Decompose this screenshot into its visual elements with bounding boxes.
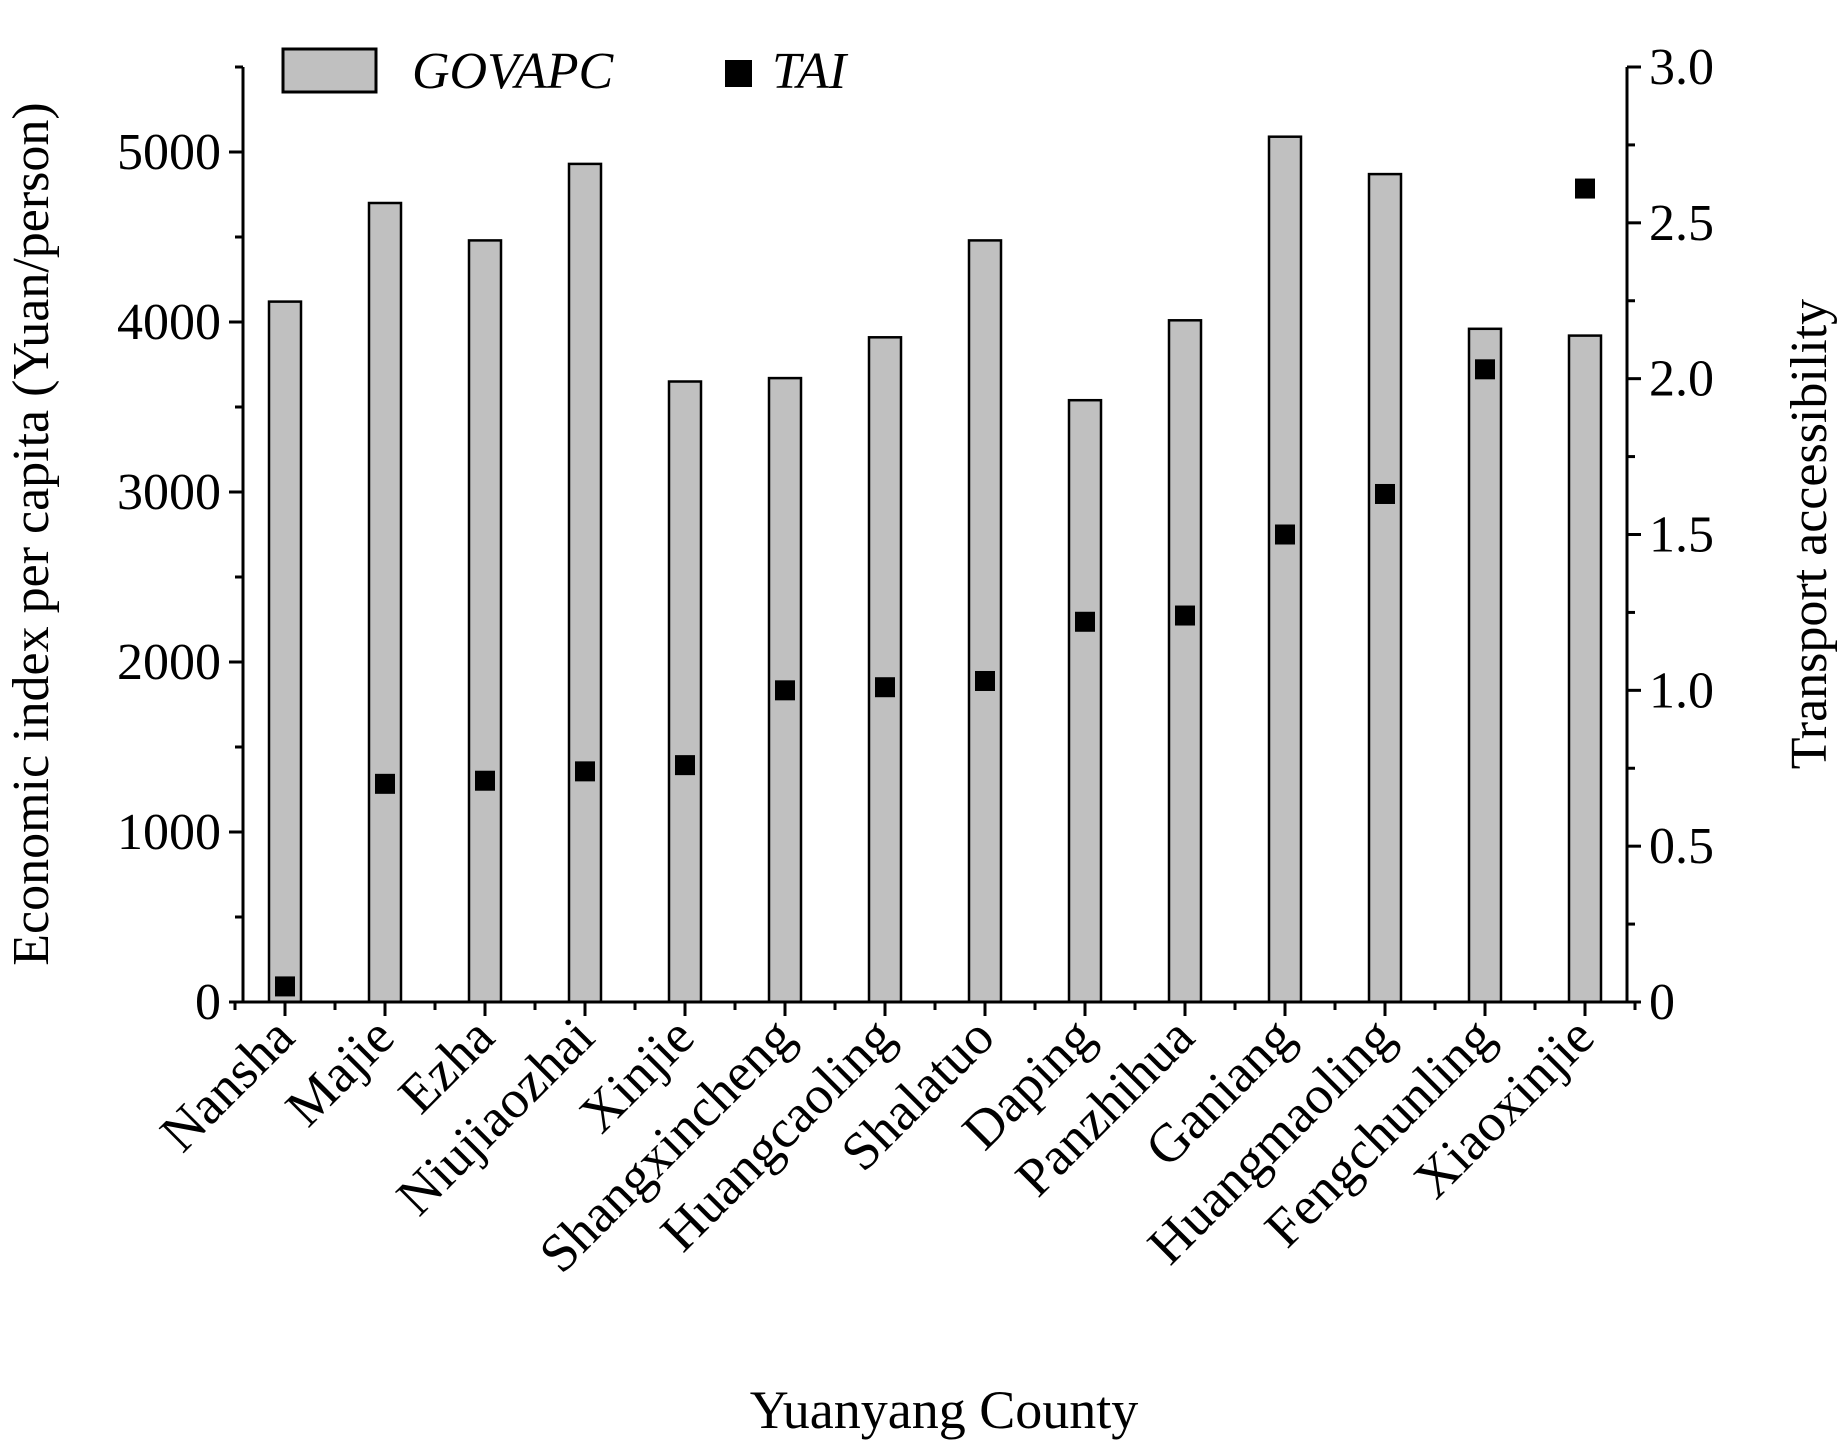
y2-tick-label: 2.5 bbox=[1649, 195, 1714, 252]
y2-tick-label: 3.0 bbox=[1649, 39, 1714, 96]
bar-panzhihua bbox=[1167, 319, 1203, 1004]
legend: GOVAPC TAI bbox=[281, 43, 849, 100]
tai-marker-daping bbox=[1075, 611, 1095, 632]
x-axis-title: Yuanyang County bbox=[750, 1380, 1138, 1440]
y2-tick-label: 1.0 bbox=[1649, 662, 1714, 719]
y2-tick-label: 1.5 bbox=[1649, 507, 1714, 564]
bar-niujiaozhai bbox=[567, 162, 603, 1004]
bar-xinjie bbox=[667, 380, 703, 1004]
y-tick-label: 2000 bbox=[117, 634, 221, 691]
y-tick-label: 4000 bbox=[117, 294, 221, 351]
y2-tick-label: 0.5 bbox=[1649, 818, 1714, 875]
bar-ezha bbox=[467, 239, 503, 1004]
bar-daping bbox=[1067, 398, 1103, 1004]
legend-label-tai: TAI bbox=[772, 43, 849, 100]
tai-marker-huangcaoling bbox=[875, 677, 895, 698]
tai-marker-fengchunling bbox=[1475, 359, 1495, 380]
x-tick-label-nansha: Nansha bbox=[149, 1006, 306, 1163]
y-tick-label: 5000 bbox=[117, 124, 221, 181]
tai-marker-xiaoxinjie bbox=[1575, 178, 1595, 199]
legend-label-govapc: GOVAPC bbox=[412, 43, 615, 100]
y-tick-label: 1000 bbox=[117, 804, 221, 861]
tai-marker-xinjie bbox=[675, 755, 695, 776]
legend-marker-tai bbox=[725, 60, 752, 87]
legend-swatch-govapc bbox=[281, 47, 378, 94]
bar-huangcaoling bbox=[867, 336, 903, 1004]
y-tick-label: 3000 bbox=[117, 464, 221, 521]
y2-tick-label: 2.0 bbox=[1649, 351, 1714, 408]
x-tick-label-majie: Majie bbox=[274, 1006, 405, 1137]
tai-marker-huangmaoling bbox=[1375, 483, 1395, 504]
bar-shalatuo bbox=[967, 239, 1003, 1004]
tai-marker-nansha bbox=[275, 976, 295, 997]
y2-axis-title: Transport accessibility bbox=[1781, 299, 1838, 769]
tai-marker-ganiang bbox=[1275, 524, 1295, 545]
tai-marker-ezha bbox=[475, 770, 495, 791]
tai-marker-shalatuo bbox=[975, 670, 995, 691]
tai-marker-niujiaozhai bbox=[575, 761, 595, 782]
bar-fengchunling bbox=[1467, 327, 1503, 1004]
y2-tick-label: 0 bbox=[1649, 974, 1675, 1031]
tai-marker-majie bbox=[375, 773, 395, 794]
bar-huangmaoling bbox=[1367, 172, 1403, 1004]
bar-xiaoxinjie bbox=[1567, 334, 1603, 1004]
y-tick-label: 0 bbox=[195, 974, 221, 1031]
tai-marker-panzhihua bbox=[1175, 605, 1195, 626]
bar-nansha bbox=[267, 300, 303, 1004]
tai-marker-shangxincheng bbox=[775, 680, 795, 701]
bar-majie bbox=[367, 201, 403, 1004]
bar-ganiang bbox=[1267, 135, 1303, 1004]
y-axis-title: Economic index per capita (Yuan/person) bbox=[3, 102, 60, 965]
